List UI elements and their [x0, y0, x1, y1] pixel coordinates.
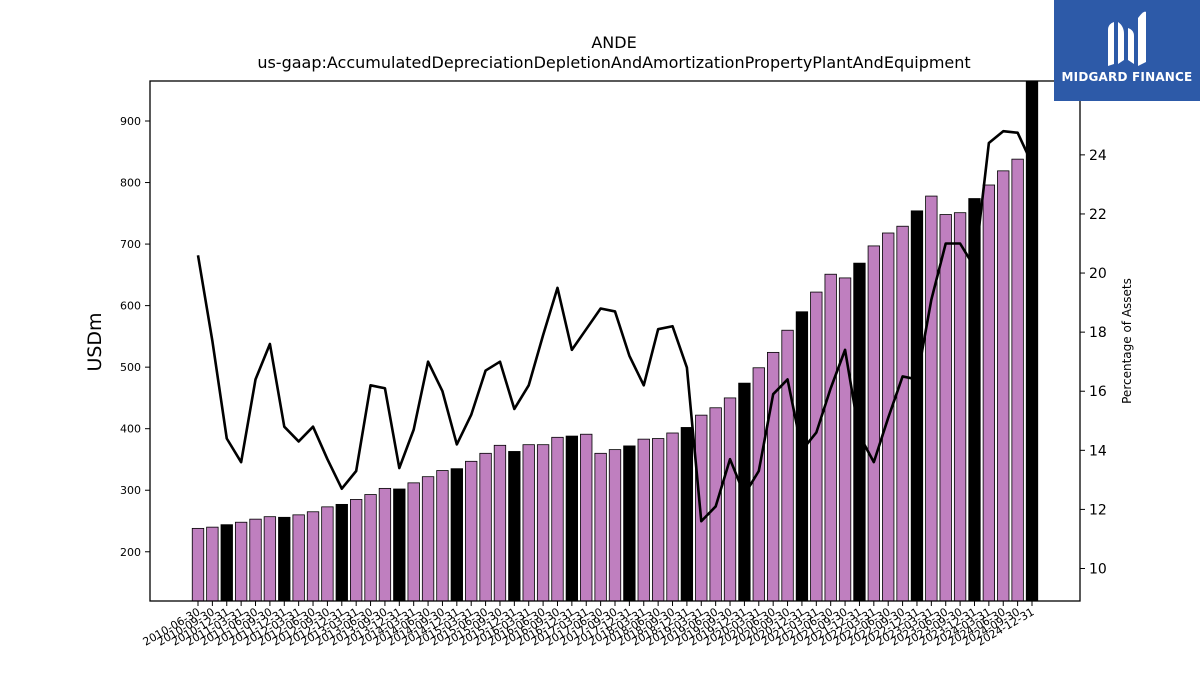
- bar: [378, 487, 392, 602]
- bar: [306, 511, 320, 602]
- bar: [781, 329, 794, 602]
- bar: [421, 476, 435, 602]
- bar: [637, 438, 650, 602]
- y2-tick-label: 24: [1089, 148, 1107, 164]
- y-axis-label: USDm: [84, 312, 106, 371]
- bar: [608, 449, 622, 602]
- bar: [508, 451, 521, 602]
- bar: [436, 470, 449, 602]
- bar: [450, 468, 463, 602]
- bar: [536, 444, 550, 602]
- bar: [493, 444, 507, 602]
- bar: [551, 436, 564, 602]
- bar-series: [191, 80, 1039, 602]
- bar: [1025, 80, 1039, 602]
- bar: [810, 291, 823, 602]
- bar: [335, 503, 348, 602]
- line-path: [196, 129, 1034, 523]
- bar: [249, 518, 262, 602]
- bar: [982, 184, 996, 602]
- bar: [896, 225, 909, 602]
- bar: [666, 432, 679, 602]
- bar: [407, 482, 420, 602]
- bar: [234, 521, 248, 602]
- bar: [522, 444, 535, 602]
- brand-logo: MIDGARD FINANCE: [1054, 0, 1200, 101]
- bar: [191, 527, 205, 602]
- bar: [350, 499, 363, 602]
- y2-tick-label: 18: [1089, 325, 1107, 341]
- bar: [723, 397, 737, 602]
- y2-tick-label: 10: [1089, 562, 1107, 578]
- bar: [465, 460, 478, 602]
- bar: [910, 210, 924, 602]
- bar: [925, 195, 938, 602]
- chart-title: ANDE: [591, 33, 636, 52]
- bar: [1011, 158, 1024, 602]
- bar: [997, 170, 1010, 602]
- bar: [364, 494, 377, 602]
- y2-tick-label: 12: [1089, 502, 1107, 518]
- bar: [680, 427, 694, 602]
- y-tick-label: 500: [120, 361, 141, 374]
- bar: [206, 526, 219, 602]
- bar: [824, 273, 837, 602]
- y-tick-label: 600: [120, 300, 141, 313]
- bar: [321, 506, 334, 602]
- y-tick-label: 800: [120, 177, 141, 190]
- y2-tick-label: 14: [1089, 443, 1107, 459]
- y-tick-label: 300: [120, 484, 141, 497]
- bar: [838, 277, 852, 602]
- bar: [594, 452, 607, 602]
- bar: [263, 516, 277, 602]
- bar: [479, 452, 492, 602]
- chart-subtitle: us-gaap:AccumulatedDepreciationDepletion…: [257, 53, 970, 72]
- y2-axis: 10 12 14 16 18 20 22 24: [1080, 148, 1107, 578]
- bar: [565, 435, 579, 602]
- y-tick-label: 900: [120, 115, 141, 128]
- y-tick-label: 400: [120, 423, 141, 436]
- bar: [795, 311, 809, 602]
- bar: [953, 212, 967, 602]
- midgard-logo-icon: [1108, 11, 1146, 67]
- x-axis: 2010-06-302010-09-302010-12-312011-03-31…: [141, 601, 1037, 649]
- bar: [580, 433, 593, 602]
- bar: [393, 488, 406, 602]
- y2-axis-label: Percentage of Assets: [1120, 278, 1134, 404]
- y-tick-label: 200: [120, 546, 141, 559]
- y-axis: 200 300 400 500 600 700 800 900: [120, 115, 150, 559]
- bar: [623, 445, 636, 602]
- bar: [752, 367, 765, 602]
- y2-tick-label: 20: [1089, 266, 1107, 282]
- bar: [651, 438, 665, 602]
- logo-text: MIDGARD FINANCE: [1061, 70, 1193, 84]
- bar: [278, 516, 291, 602]
- bar: [867, 245, 880, 602]
- line-series: [196, 129, 1034, 523]
- bar: [939, 214, 952, 602]
- y2-tick-label: 16: [1089, 384, 1107, 400]
- y-tick-label: 700: [120, 238, 141, 251]
- bar: [292, 514, 305, 602]
- y2-tick-label: 22: [1089, 207, 1107, 223]
- bar: [220, 524, 233, 602]
